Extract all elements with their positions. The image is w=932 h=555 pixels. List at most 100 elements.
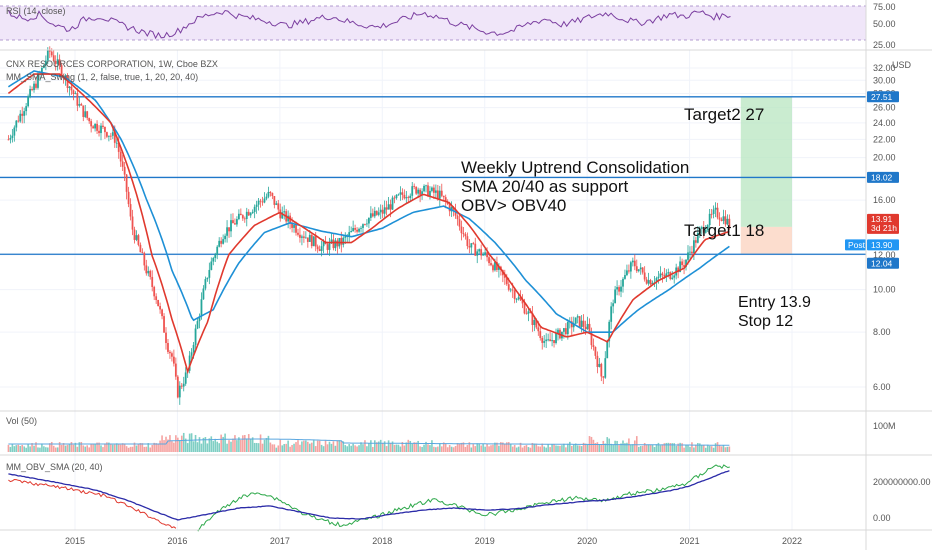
candle	[598, 357, 601, 368]
volume-bar	[232, 438, 234, 452]
volume-bar	[539, 446, 542, 452]
candle	[9, 134, 12, 144]
volume-bar	[661, 444, 664, 452]
annotation-note-line3[interactable]: OBV> OBV40	[461, 196, 566, 215]
annotation-target2[interactable]: Target2 27	[684, 105, 764, 124]
candle	[153, 285, 156, 301]
volume-bar	[523, 445, 526, 452]
candle	[464, 232, 467, 240]
candle	[147, 266, 150, 277]
candle	[98, 125, 100, 137]
candle	[474, 237, 477, 256]
candle	[620, 280, 622, 298]
volume-bar	[458, 444, 461, 452]
volume-bars	[7, 432, 731, 452]
candle	[393, 195, 396, 204]
candle	[693, 236, 695, 261]
volume-bar	[704, 447, 707, 452]
candle	[369, 206, 372, 221]
candle	[696, 226, 699, 244]
candle	[551, 333, 553, 347]
volume-bar	[243, 435, 246, 452]
volume-bar	[297, 440, 299, 452]
obv-tick-0: 0.00	[873, 513, 891, 523]
volume-bar	[549, 447, 551, 452]
volume-bar	[375, 442, 378, 452]
candle	[277, 200, 280, 214]
volume-bar	[442, 442, 445, 452]
candle	[23, 107, 26, 124]
volume-bar	[127, 447, 130, 452]
volume-bar	[295, 442, 297, 452]
volume-bar	[312, 440, 315, 452]
volume-bar	[330, 443, 333, 452]
candle	[188, 350, 191, 374]
candle	[456, 214, 459, 226]
annotation-note-line1[interactable]: Weekly Uptrend Consolidation	[461, 158, 689, 177]
candle	[92, 125, 95, 129]
candle	[470, 242, 473, 254]
volume-bar	[576, 445, 579, 452]
profit-zone[interactable]	[740, 96, 792, 227]
volume-bar	[553, 444, 555, 452]
volume-bar	[710, 446, 713, 452]
candle	[358, 227, 360, 233]
price-tick-5: 22.00	[873, 134, 896, 144]
volume-bar	[505, 442, 508, 452]
candle	[310, 233, 313, 249]
volume-bar	[322, 446, 325, 452]
price-tag-post-label: Post	[848, 240, 866, 250]
volume-bar	[389, 443, 392, 452]
candle	[44, 55, 47, 71]
volume-bar	[586, 444, 589, 452]
volume-bar	[287, 440, 289, 452]
candle	[86, 110, 89, 121]
candle	[119, 148, 122, 167]
candle	[600, 362, 603, 382]
volume-bar	[385, 446, 388, 452]
volume-bar	[439, 443, 441, 452]
candle	[176, 375, 179, 399]
candle	[442, 195, 445, 200]
volume-bar	[594, 443, 597, 452]
long-position-tool[interactable]	[740, 96, 792, 255]
volume-bar	[37, 447, 39, 452]
volume-bar	[285, 443, 287, 452]
annotation-entry[interactable]: Entry 13.9	[738, 294, 811, 311]
candle	[243, 216, 246, 223]
candle	[216, 245, 219, 260]
volume-bar	[277, 445, 280, 452]
loss-zone[interactable]	[740, 226, 792, 255]
candle	[100, 123, 102, 141]
volume-bar	[626, 442, 628, 452]
volume-bar	[488, 446, 490, 452]
volume-bar	[299, 444, 301, 452]
volume-bar	[444, 443, 447, 452]
candle	[35, 76, 37, 90]
candle	[626, 264, 628, 277]
candle	[564, 323, 567, 336]
volume-bar	[145, 446, 148, 452]
candle	[429, 186, 431, 200]
candle	[212, 256, 215, 266]
volume-bar	[417, 440, 419, 452]
annotation-note-line2[interactable]: SMA 20/40 as support	[461, 177, 629, 196]
candle	[241, 214, 244, 221]
price-tag-target1: 18.02	[867, 171, 899, 183]
annotation-stop[interactable]: Stop 12	[738, 313, 793, 330]
candle	[397, 193, 400, 196]
candle	[490, 258, 492, 267]
candle	[687, 245, 689, 265]
volume-bar	[84, 446, 87, 452]
volume-bar	[328, 441, 331, 452]
annotation-target1[interactable]: Target1 18	[684, 221, 764, 240]
volume-bar	[350, 445, 352, 452]
candle	[712, 205, 715, 219]
candle	[255, 200, 258, 214]
volume-bar	[480, 445, 482, 452]
volume-bar	[527, 447, 530, 452]
candle	[96, 120, 98, 135]
volume-bar	[460, 442, 463, 452]
volume-bar	[649, 444, 652, 452]
